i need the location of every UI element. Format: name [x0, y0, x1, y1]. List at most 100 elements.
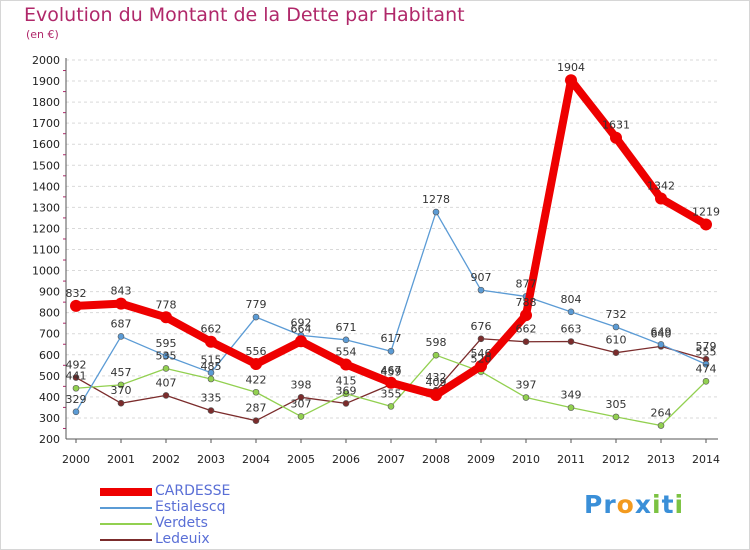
logo-letter: i [674, 490, 685, 519]
data-point [205, 335, 217, 348]
data-label: 732 [606, 308, 627, 321]
x-tick-label: 2005 [287, 453, 315, 466]
data-point [567, 308, 575, 316]
data-label: 329 [66, 393, 87, 406]
data-label: 397 [516, 379, 537, 392]
data-point [702, 378, 710, 385]
data-point [162, 392, 170, 399]
data-label: 617 [381, 332, 402, 345]
data-label: 555 [696, 345, 717, 358]
data-point [477, 335, 485, 343]
data-label: 369 [336, 384, 357, 397]
data-point [657, 422, 665, 429]
logo-letter: o [616, 490, 635, 519]
data-point [207, 375, 215, 383]
legend-swatch [100, 507, 152, 509]
data-label: 305 [606, 398, 627, 411]
data-label: 264 [651, 407, 672, 420]
y-tick-label: 1600 [32, 138, 60, 151]
x-tick-label: 2004 [242, 453, 270, 466]
y-tick-label: 200 [39, 433, 60, 446]
data-label: 579 [696, 340, 717, 353]
data-label: 520 [471, 353, 492, 366]
legend-swatch [100, 488, 152, 496]
series-estialescq [72, 208, 710, 416]
data-label: 662 [201, 323, 222, 336]
data-label: 554 [336, 345, 357, 358]
data-point [387, 403, 395, 410]
data-label: 598 [426, 336, 447, 349]
data-label: 422 [246, 373, 267, 386]
data-label: 779 [246, 298, 267, 311]
data-point [295, 335, 307, 348]
data-label: 349 [561, 389, 582, 402]
data-point [117, 399, 125, 407]
data-label: 1631 [602, 119, 630, 132]
x-tick-label: 2011 [557, 453, 585, 466]
logo-letter: P [584, 490, 604, 519]
data-label: 788 [516, 296, 537, 309]
data-label: 664 [291, 322, 312, 335]
data-label: 687 [111, 317, 132, 330]
data-point [252, 388, 260, 396]
y-tick-label: 300 [39, 412, 60, 425]
data-point [612, 413, 620, 421]
y-tick-label: 400 [39, 391, 60, 404]
logo-letter: r [603, 490, 617, 519]
y-tick-label: 1400 [32, 180, 60, 193]
data-label-layer: 832 843 778 662 556 664 554 467 409 546 788 1904 163… [66, 61, 721, 419]
y-tick-label: 700 [39, 328, 60, 341]
data-point [252, 417, 260, 424]
data-point [612, 323, 620, 331]
data-label: 843 [111, 285, 132, 298]
y-tick-label: 2000 [32, 54, 60, 67]
data-point [72, 374, 80, 381]
data-label: 492 [66, 359, 87, 372]
y-tick-label: 800 [39, 307, 60, 320]
y-tick-label: 1300 [32, 201, 60, 214]
data-point [160, 311, 172, 324]
data-label: 1278 [422, 193, 450, 206]
y-tick-label: 1000 [32, 265, 60, 278]
data-point [655, 192, 667, 205]
data-point [115, 297, 127, 310]
y-tick-label: 1500 [32, 159, 60, 172]
legend-label: Ledeuix [155, 531, 210, 547]
x-tick-label: 2012 [602, 453, 630, 466]
data-point [610, 131, 622, 144]
data-point [342, 400, 350, 407]
data-point [567, 338, 575, 345]
data-point [700, 218, 712, 231]
data-point [297, 394, 305, 401]
series-cardesse [70, 74, 712, 401]
data-point [250, 358, 262, 371]
data-label: 649 [651, 325, 672, 338]
data-label: 804 [561, 293, 582, 306]
data-label: 307 [291, 397, 312, 410]
data-label: 676 [471, 320, 492, 333]
data-label: 335 [201, 392, 222, 405]
data-label: 432 [426, 371, 447, 384]
x-tick-label: 2002 [152, 453, 180, 466]
data-label: 610 [606, 334, 627, 347]
legend-label: Verdets [155, 515, 208, 531]
data-point [522, 338, 530, 346]
data-point [567, 404, 575, 411]
data-point [385, 376, 397, 389]
series-verdets [72, 351, 710, 429]
data-label: 474 [696, 362, 717, 375]
data-point [117, 333, 125, 340]
data-label: 692 [291, 316, 312, 329]
y-tick-label: 1200 [32, 222, 60, 235]
legend-swatch [100, 523, 152, 525]
proxiti-logo: Proxiti [584, 490, 684, 519]
data-point [702, 360, 710, 368]
data-point [342, 390, 350, 398]
data-point [432, 208, 440, 216]
data-label: 1342 [647, 180, 675, 193]
data-point [340, 358, 352, 371]
legend-label: CARDESSE [155, 483, 231, 499]
chart-title: Evolution du Montant de la Dette par Hab… [24, 4, 465, 26]
